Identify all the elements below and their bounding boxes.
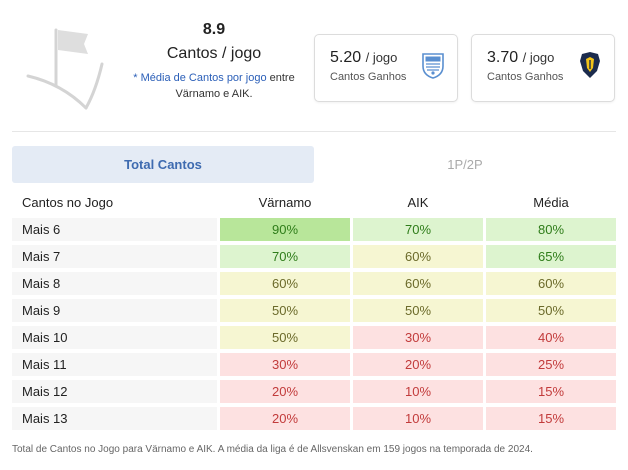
section-divider — [12, 131, 616, 132]
header-varnamo: Värnamo — [258, 195, 312, 210]
row-label: Mais 13 — [12, 407, 217, 430]
tab-1p-2p[interactable]: 1P/2P — [447, 157, 483, 172]
cell-aik: 60% — [353, 272, 483, 295]
summary-note-text: entre Värnamo e AIK. — [175, 72, 295, 100]
corners-summary: 8.9 Cantos / jogo * Média de Cantos por … — [118, 20, 310, 102]
cell-media: 25% — [486, 353, 616, 376]
cell-aik: 70% — [353, 218, 483, 241]
cell-varnamo: 50% — [220, 326, 350, 349]
team-card-aik: 3.70 / jogo Cantos Ganhos — [471, 34, 615, 102]
cell-media: 65% — [486, 245, 616, 268]
row-label: Mais 10 — [12, 326, 217, 349]
header-aik: AIK — [407, 195, 429, 210]
row-label: Mais 6 — [12, 218, 217, 241]
team-card-per: / jogo — [522, 50, 555, 65]
table-row: Mais 10 50% 30% 40% — [12, 324, 616, 351]
corner-flag-icon — [26, 28, 104, 110]
cell-varnamo: 60% — [220, 272, 350, 295]
cell-varnamo: 90% — [220, 218, 350, 241]
tab-total-cantos[interactable]: Total Cantos — [12, 146, 314, 183]
cell-varnamo: 50% — [220, 299, 350, 322]
corner-tabs: Total Cantos 1P/2P — [12, 146, 616, 183]
table-row: Mais 9 50% 50% 50% — [12, 297, 616, 324]
cell-varnamo: 30% — [220, 353, 350, 376]
summary-title: Cantos / jogo — [166, 45, 262, 62]
cell-varnamo: 20% — [220, 380, 350, 403]
cell-media: 15% — [486, 407, 616, 430]
table-row: Mais 6 90% 70% 80% — [12, 216, 616, 243]
cell-media: 15% — [486, 380, 616, 403]
cell-media: 50% — [486, 299, 616, 322]
header-cantos-no-jogo: Cantos no Jogo — [22, 195, 114, 210]
aik-crest-icon — [580, 52, 600, 78]
cell-aik: 10% — [353, 407, 483, 430]
cell-media: 40% — [486, 326, 616, 349]
cell-varnamo: 20% — [220, 407, 350, 430]
team-card-per: / jogo — [365, 50, 398, 65]
table-row: Mais 13 20% 10% 15% — [12, 405, 616, 432]
cell-aik: 10% — [353, 380, 483, 403]
cell-aik: 20% — [353, 353, 483, 376]
cell-media: 80% — [486, 218, 616, 241]
cell-media: 60% — [486, 272, 616, 295]
team-card-value: 3.70 — [487, 49, 519, 66]
team-card-value: 5.20 — [330, 49, 362, 66]
cell-aik: 30% — [353, 326, 483, 349]
team-card-label: Cantos Ganhos — [330, 71, 407, 83]
cell-aik: 60% — [353, 245, 483, 268]
table-row: Mais 11 30% 20% 25% — [12, 351, 616, 378]
team-card-varnamo: 5.20 / jogo Cantos Ganhos — [314, 34, 458, 102]
table-row: Mais 12 20% 10% 15% — [12, 378, 616, 405]
cell-varnamo: 70% — [220, 245, 350, 268]
table-row: Mais 7 70% 60% 65% — [12, 243, 616, 270]
team-card-label: Cantos Ganhos — [487, 71, 564, 83]
table-header-row: Cantos no Jogo Värnamo AIK Média — [12, 190, 616, 216]
table-row: Mais 8 60% 60% 60% — [12, 270, 616, 297]
table-body: Mais 6 90% 70% 80% Mais 7 70% 60% 65% Mais 8 60% 6… — [12, 216, 616, 432]
total-corners-value: 8.9 — [202, 21, 226, 38]
summary-note-link[interactable]: * Média de Cantos por jogo — [133, 72, 267, 84]
row-label: Mais 7 — [12, 245, 217, 268]
row-label: Mais 9 — [12, 299, 217, 322]
header-media: Média — [533, 195, 569, 210]
row-label: Mais 8 — [12, 272, 217, 295]
cell-aik: 50% — [353, 299, 483, 322]
varnamo-crest-icon — [422, 53, 444, 79]
row-label: Mais 12 — [12, 380, 217, 403]
summary-note: * Média de Cantos por jogo entre Värnamo… — [118, 70, 310, 102]
row-label: Mais 11 — [12, 353, 217, 376]
footer-note: Total de Cantos no Jogo para Värnamo e A… — [12, 444, 533, 455]
